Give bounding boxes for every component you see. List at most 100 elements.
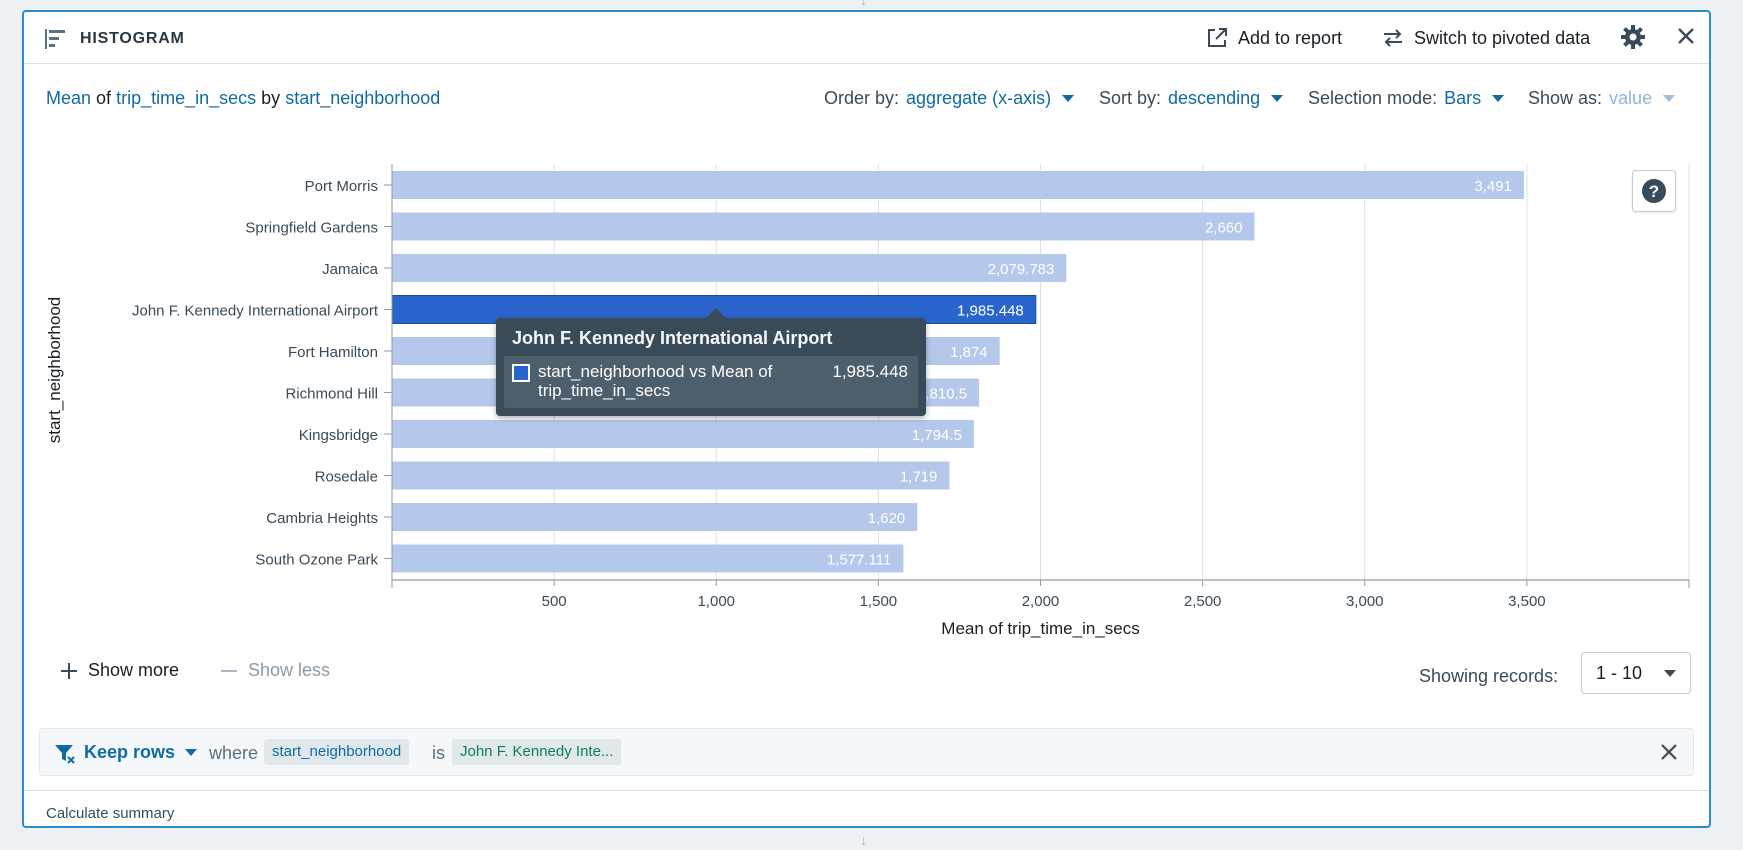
- show-more-button[interactable]: Show more: [60, 660, 179, 681]
- metric-column-link[interactable]: trip_time_in_secs: [116, 88, 257, 108]
- category-label: Kingsbridge: [299, 427, 378, 444]
- calculate-summary-link[interactable]: Calculate summary: [46, 805, 175, 822]
- keep-rows-filter: Keep rows where start_neighborhood is Jo…: [39, 728, 1694, 776]
- svg-text:?: ?: [1649, 182, 1659, 201]
- remove-filter-icon[interactable]: [1660, 743, 1678, 761]
- show-as-select[interactable]: Show as: value: [1528, 88, 1676, 109]
- showing-records-label: Showing records:: [1419, 666, 1559, 686]
- panel-footer: Calculate summary: [24, 790, 1709, 826]
- chevron-down-icon: [1062, 95, 1075, 102]
- connector-arrow-icon: ↓: [860, 832, 867, 848]
- bar[interactable]: [392, 544, 904, 573]
- add-to-report-button[interactable]: Add to report: [1206, 24, 1342, 52]
- chevron-down-icon: [1663, 95, 1676, 102]
- is-word: is: [432, 743, 445, 763]
- bar-value-label: 1,874: [950, 344, 988, 361]
- bar-value-label: 1,810.5: [917, 386, 967, 403]
- panel-title: HISTOGRAM: [80, 30, 185, 47]
- plus-icon: [61, 662, 77, 679]
- bar-value-label: 1,577.111: [827, 552, 892, 569]
- group-column-link[interactable]: start_neighborhood: [285, 88, 441, 108]
- order-by-value: aggregate (x-axis): [906, 88, 1052, 108]
- sort-by-value: descending: [1168, 88, 1261, 108]
- help-button[interactable]: ?: [1632, 170, 1676, 212]
- aggregation-title: Mean of trip_time_in_secs by start_neigh…: [46, 88, 440, 109]
- sort-by-label: Sort by:: [1099, 88, 1162, 108]
- series-swatch: [512, 364, 530, 382]
- category-label: Cambria Heights: [266, 510, 378, 527]
- bar[interactable]: [392, 212, 1255, 241]
- bar[interactable]: [392, 171, 1524, 199]
- switch-pivoted-button[interactable]: Switch to pivoted data: [1382, 24, 1590, 52]
- of-word: of: [96, 88, 112, 108]
- x-axis-title: Mean of trip_time_in_secs: [941, 619, 1139, 638]
- x-tick-label: 1,500: [860, 593, 898, 610]
- connector-arrow-icon: ↓: [860, 0, 867, 8]
- gear-icon[interactable]: [1620, 24, 1646, 50]
- sort-by-select[interactable]: Sort by: descending: [1099, 88, 1284, 109]
- minus-icon: [221, 669, 237, 672]
- y-axis-title: start_neighborhood: [45, 297, 64, 444]
- show-less-label: Show less: [248, 660, 331, 680]
- category-label: Rosedale: [315, 469, 378, 486]
- chart-config-bar: Mean of trip_time_in_secs by start_neigh…: [24, 84, 1709, 114]
- swap-arrows-icon: [1384, 29, 1402, 47]
- filter-value-tag[interactable]: John F. Kennedy Inte...: [452, 739, 622, 765]
- close-icon[interactable]: [1674, 24, 1698, 48]
- x-tick-label: 1,000: [697, 593, 735, 610]
- selection-mode-select[interactable]: Selection mode: Bars: [1308, 88, 1505, 109]
- records-range-select[interactable]: 1 - 10: [1581, 652, 1691, 694]
- bar-value-label: 3,491: [1474, 178, 1512, 195]
- where-word: where: [209, 743, 259, 763]
- tooltip-title: John F. Kennedy International Airport: [512, 328, 833, 348]
- filter-icon: [55, 745, 75, 764]
- bar[interactable]: [392, 503, 918, 531]
- tooltip-row: start_neighborhood vs Mean of trip_time_…: [504, 356, 918, 408]
- histogram-panel: HISTOGRAM Add to report Switch to pivote…: [22, 10, 1711, 828]
- category-label: Jamaica: [322, 261, 379, 278]
- category-label: Port Morris: [305, 178, 378, 195]
- show-as-label: Show as:: [1528, 88, 1603, 108]
- bar-value-label: 1,620: [868, 510, 906, 527]
- bar-value-label: 2,660: [1205, 220, 1243, 237]
- x-tick-label: 3,500: [1508, 593, 1546, 610]
- bar-tooltip: John F. Kennedy International Airport st…: [496, 308, 926, 416]
- order-by-select[interactable]: Order by: aggregate (x-axis): [824, 88, 1075, 109]
- selection-mode-value: Bars: [1444, 88, 1482, 108]
- keep-rows-label: Keep rows: [84, 742, 176, 762]
- bar[interactable]: [392, 461, 950, 490]
- bar[interactable]: [392, 420, 974, 448]
- show-less-button[interactable]: Show less: [220, 660, 330, 681]
- chevron-down-icon: [1271, 95, 1284, 102]
- panel-header: HISTOGRAM Add to report Switch to pivote…: [24, 12, 1709, 64]
- category-label: John F. Kennedy International Airport: [132, 303, 379, 320]
- chevron-down-icon: [1664, 669, 1677, 677]
- category-label: Fort Hamilton: [288, 344, 378, 361]
- tooltip-series-label: start_neighborhood vs Mean of trip_time_…: [538, 362, 773, 400]
- filter-column-tag[interactable]: start_neighborhood: [264, 739, 410, 765]
- show-as-value: value: [1609, 88, 1653, 108]
- switch-pivoted-label: Switch to pivoted data: [1414, 27, 1591, 48]
- help-icon: ?: [1642, 179, 1666, 203]
- bar-value-label: 1,985.448: [957, 303, 1024, 320]
- keep-rows-dropdown[interactable]: Keep rows: [84, 742, 198, 763]
- x-tick-label: 2,500: [1184, 593, 1222, 610]
- records-range-value: 1 - 10: [1596, 662, 1643, 683]
- bar[interactable]: [392, 254, 1067, 282]
- order-by-label: Order by:: [824, 88, 900, 108]
- bar-value-label: 1,719: [900, 469, 938, 486]
- x-tick-label: 2,000: [1022, 593, 1060, 610]
- external-link-icon: [1208, 28, 1227, 47]
- bar-value-label: 1,794.5: [912, 427, 962, 444]
- bar-value-label: 2,079.783: [988, 261, 1055, 278]
- selection-mode-label: Selection mode:: [1308, 88, 1438, 108]
- by-word: by: [261, 88, 281, 108]
- chevron-down-icon: [1492, 95, 1505, 102]
- show-records-bar: Show more Show less Showing records: 1 -…: [24, 652, 1709, 696]
- x-tick-label: 500: [542, 593, 567, 610]
- show-more-label: Show more: [88, 660, 180, 680]
- aggregation-function-link[interactable]: Mean: [46, 88, 92, 108]
- category-label: Springfield Gardens: [245, 220, 378, 237]
- category-label: South Ozone Park: [255, 552, 378, 569]
- histogram-icon: [45, 29, 65, 49]
